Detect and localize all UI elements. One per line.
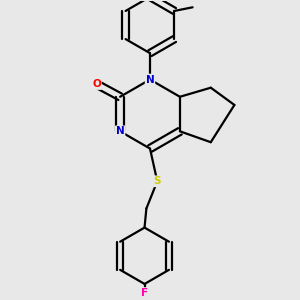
Text: F: F xyxy=(141,288,148,298)
Text: N: N xyxy=(116,126,124,136)
Text: O: O xyxy=(92,79,101,89)
Text: N: N xyxy=(146,74,154,85)
Text: S: S xyxy=(154,176,161,186)
